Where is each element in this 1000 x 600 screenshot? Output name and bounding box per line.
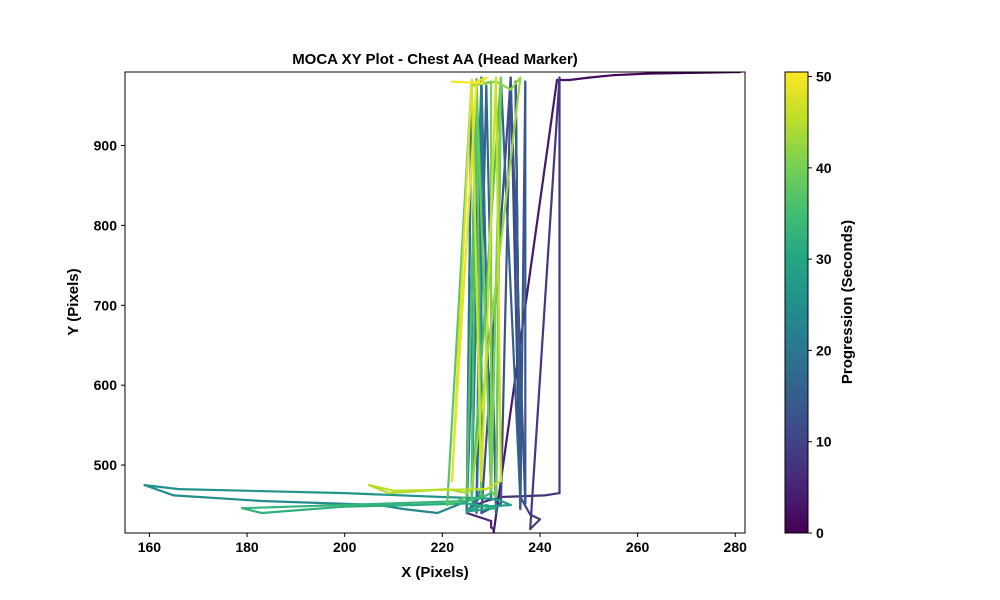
x-tick-label: 260 (626, 539, 650, 555)
colorbar-tick-label: 0 (816, 525, 824, 541)
trajectory-segment (543, 492, 561, 497)
trajectory-segment (529, 76, 561, 531)
trajectory-segment (587, 74, 615, 79)
colorbar (784, 71, 809, 534)
trajectory-segment (465, 511, 493, 523)
y-tick-label: 800 (94, 217, 118, 233)
x-tick-label: 240 (528, 539, 552, 555)
trajectory-segment (646, 72, 698, 75)
trajectory-segment (343, 492, 444, 499)
trajectory-segment (519, 495, 532, 516)
trajectory-segment (465, 495, 483, 503)
trajectory-segment (568, 76, 590, 82)
trajectory-segment (411, 502, 468, 507)
trajectory-segment (465, 78, 478, 499)
trajectory-segment (241, 499, 468, 510)
trajectory-segment (529, 518, 542, 531)
trajectory-segment (451, 80, 483, 85)
trajectory-segment (465, 502, 498, 510)
trajectory-segment (480, 76, 488, 85)
trajectory-segment (499, 76, 522, 503)
trajectory-segment (509, 76, 522, 91)
trajectory-segment (368, 484, 395, 492)
trajectory-segment (514, 84, 522, 503)
x-tick-label: 220 (431, 539, 455, 555)
x-axis: 160 180 200 220 240 260 280 (138, 533, 747, 555)
colorbar-axis: 0 10 20 30 40 50 (808, 69, 832, 541)
plot-area (143, 72, 742, 533)
trajectory-segment (451, 80, 478, 479)
trajectory-segment (143, 484, 180, 491)
trajectory-segment (177, 488, 346, 495)
trajectory-segment (143, 484, 175, 497)
trajectory-segment (392, 488, 488, 492)
trajectory-segment (485, 480, 502, 491)
trajectory-segment (446, 495, 468, 507)
trajectory-segment (402, 507, 439, 515)
trajectory-segment (260, 505, 346, 515)
trajectory-segment (480, 76, 498, 483)
trajectory-segment (475, 80, 493, 492)
y-tick-label: 900 (94, 138, 118, 154)
x-axis-label: X (Pixels) (401, 564, 469, 581)
colorbar-tick-label: 40 (816, 160, 832, 176)
colorbar-tick-label: 10 (816, 434, 832, 450)
colorbar-tick-label: 30 (816, 251, 832, 267)
y-tick-label: 600 (94, 377, 118, 393)
trajectory-segment (499, 494, 546, 499)
trajectory-segment (490, 497, 502, 503)
colorbar-tick-label: 20 (816, 342, 832, 358)
plot-frame (124, 71, 746, 534)
y-tick-label: 500 (94, 457, 118, 473)
y-axis: 500 600 700 800 900 (94, 138, 125, 473)
y-tick-label: 700 (94, 297, 118, 313)
colorbar-label: Progression (Seconds) (839, 220, 856, 384)
trajectory-segment (494, 80, 512, 91)
trajectory-segment (465, 507, 498, 513)
trajectory-segment (494, 76, 502, 483)
trajectory-segment (612, 72, 649, 77)
x-tick-label: 160 (138, 539, 162, 555)
trajectory-segment (529, 513, 542, 521)
trajectory-segment (499, 80, 512, 505)
trajectory-segment (519, 80, 527, 511)
x-tick-label: 180 (235, 539, 259, 555)
colorbar-tick-label: 50 (816, 69, 832, 85)
y-axis-label: Y (Pixels) (65, 268, 82, 335)
x-tick-label: 200 (333, 539, 357, 555)
trajectory-segment (172, 494, 263, 503)
x-tick-label: 280 (724, 539, 748, 555)
chart-title: MOCA XY Plot - Chest AA (Head Marker) (292, 51, 578, 68)
trajectory-segment (343, 503, 415, 508)
